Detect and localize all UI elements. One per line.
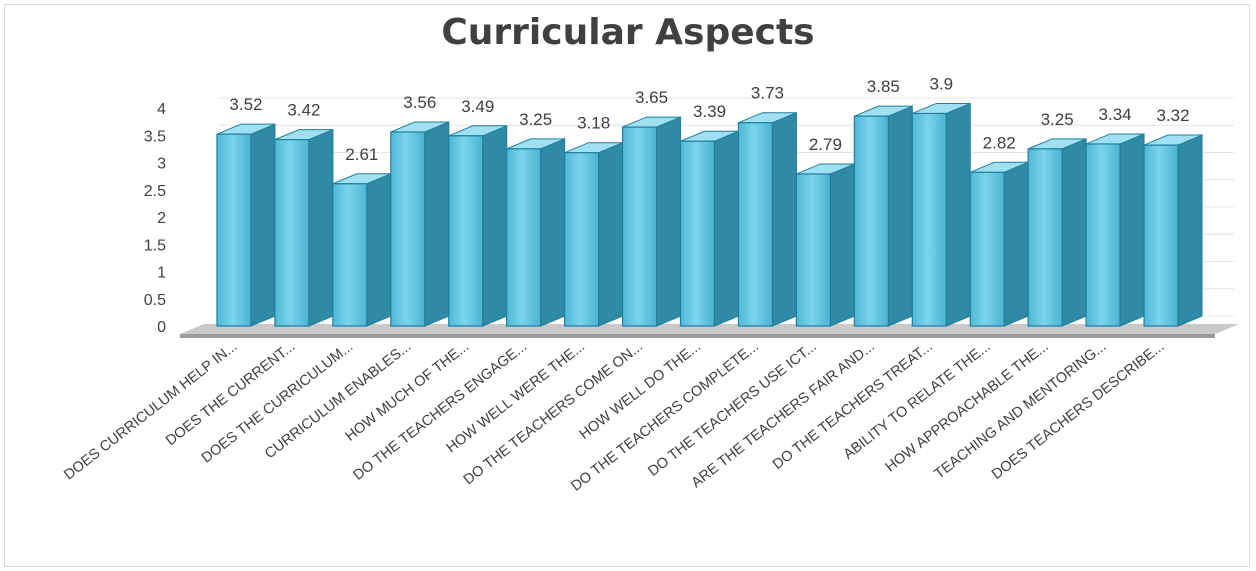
data-label: 3.18 [577, 114, 610, 133]
bar [332, 173, 392, 327]
bar-side [887, 105, 913, 327]
bar-front [216, 133, 252, 327]
bar-front [332, 183, 368, 327]
bar [1143, 134, 1203, 327]
bar [506, 138, 566, 327]
bar-front [448, 135, 484, 327]
bar-side [714, 130, 739, 327]
bar-front [621, 126, 658, 327]
bar [621, 116, 682, 327]
bar-side [366, 173, 392, 327]
bar-side [1003, 161, 1029, 327]
bar-side [1119, 133, 1145, 327]
data-label: 3.49 [461, 97, 494, 116]
bar [274, 128, 334, 327]
data-label: 3.9 [929, 74, 953, 93]
y-tick-label: 1.5 [144, 237, 166, 254]
data-label: 3.52 [229, 95, 262, 114]
bar-side [945, 102, 971, 327]
data-label: 3.25 [1041, 110, 1074, 129]
y-tick-label: 0 [157, 319, 166, 336]
bar-front [795, 173, 831, 327]
data-label: 3.32 [1156, 106, 1189, 125]
data-label: 3.65 [635, 88, 668, 107]
data-label: 3.25 [519, 110, 552, 129]
bar [390, 121, 450, 327]
bar-front [679, 140, 716, 327]
data-label: 3.34 [1099, 105, 1132, 124]
bar-side [540, 138, 566, 327]
bar-side [598, 141, 624, 327]
bar-front [1143, 144, 1179, 327]
bar-front [737, 122, 774, 327]
data-label: 3.85 [867, 77, 900, 96]
y-tick-label: 3.5 [144, 128, 166, 145]
y-tick-label: 2.5 [144, 183, 166, 200]
data-label: 2.61 [345, 145, 378, 164]
bar-front [853, 115, 889, 327]
bar-side [308, 128, 334, 327]
bar [679, 130, 739, 327]
y-tick-label: 1 [157, 265, 166, 282]
data-label: 3.56 [403, 93, 436, 112]
bar-front [390, 131, 426, 327]
bar-side [1177, 134, 1203, 327]
chart-title: Curricular Aspects [441, 12, 815, 53]
bar-front [1027, 148, 1063, 327]
bar [448, 125, 508, 327]
bar [737, 111, 797, 327]
bar [564, 141, 624, 327]
bar-side [1061, 138, 1087, 327]
y-axis-ticks: 0 0.5 1 1.5 2 2.5 3 3.5 4 [144, 101, 166, 336]
y-tick-label: 2 [157, 210, 166, 227]
bar [969, 161, 1029, 327]
chart-floor-edge [180, 334, 1215, 338]
bar-side [829, 163, 855, 327]
bar [911, 102, 971, 327]
bar [216, 123, 276, 327]
y-tick-label: 0.5 [144, 292, 166, 309]
data-label: 2.82 [983, 133, 1016, 152]
bar-front [506, 148, 542, 327]
bar-side [482, 125, 508, 327]
bar-front [274, 139, 310, 327]
data-label: 3.73 [751, 84, 784, 103]
data-label: 3.39 [693, 102, 726, 121]
bar-side [424, 121, 450, 327]
bar-side [771, 111, 797, 327]
bar [853, 105, 913, 327]
bars [216, 102, 1203, 327]
data-labels: 3.52 3.42 2.61 3.56 3.49 3.25 3.18 3.65 3.39 3.73… [229, 74, 1189, 163]
bar-front [564, 152, 600, 327]
bar-front [911, 112, 947, 327]
bar [1085, 133, 1145, 327]
data-label: 2.79 [809, 135, 842, 154]
bar-front [969, 171, 1005, 327]
bar-front [1085, 143, 1121, 327]
data-label: 3.42 [287, 101, 320, 120]
bar-side [250, 123, 276, 327]
bar [795, 163, 855, 327]
y-tick-label: 4 [157, 101, 166, 118]
y-tick-label: 3 [157, 156, 166, 173]
bar-side [656, 116, 682, 327]
bar [1027, 138, 1087, 327]
x-axis-ticks: DOES CURRICULUM HELP IN...DOES THE CURRE… [61, 339, 1167, 495]
